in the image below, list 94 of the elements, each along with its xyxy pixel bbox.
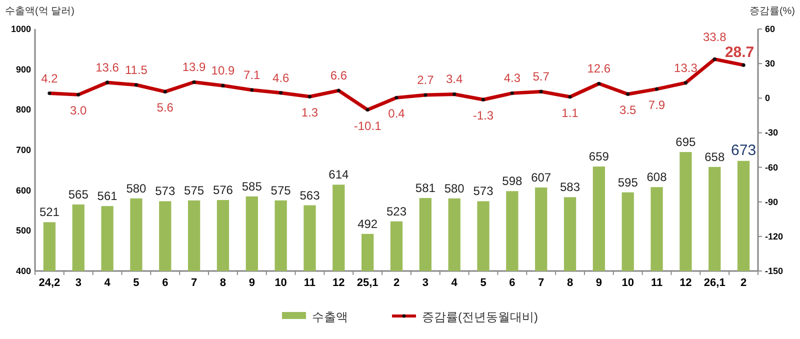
y2-axis-title: 증감률(%) [749, 6, 795, 17]
x-tick-label: 8 [220, 277, 226, 289]
y-axis-title: 수출액(억 달러) [5, 6, 74, 17]
data-label: 695 [676, 135, 696, 150]
data-label: -10.1 [354, 118, 382, 133]
data-label: 13.6 [96, 60, 120, 74]
y2-tick-label: -120 [765, 231, 784, 242]
data-label: 12.6 [587, 62, 611, 76]
x-tick-label: 26,1 [704, 277, 726, 289]
data-label: 607 [531, 170, 552, 185]
data-label: 0.4 [388, 106, 406, 121]
data-label: 561 [97, 189, 118, 204]
data-label: 7.1 [244, 68, 261, 82]
legend-label: 증감률(전년동월대비) [422, 310, 538, 324]
data-label: 4.6 [272, 70, 290, 85]
data-label: 521 [39, 205, 60, 220]
data-label: 565 [68, 187, 89, 202]
y-tick-label: 1000 [10, 24, 31, 34]
data-label: 583 [560, 180, 580, 194]
data-label: 581 [415, 180, 436, 195]
y-tick-label: 500 [16, 226, 31, 236]
x-tick-label: 6 [162, 277, 168, 289]
y2-tick-label: -60 [765, 162, 778, 172]
x-tick-label: 10 [622, 277, 634, 289]
data-label: 573 [155, 184, 176, 198]
data-label: 492 [358, 216, 378, 231]
data-label: 576 [212, 183, 234, 198]
data-label: 614 [328, 168, 349, 182]
data-label: 580 [444, 181, 465, 196]
data-label: 659 [588, 150, 610, 164]
data-label: 575 [184, 183, 204, 198]
x-tick-label: 25,1 [356, 277, 378, 289]
y-tick-label: 800 [16, 104, 31, 115]
x-tick-label: 5 [133, 277, 140, 289]
data-label: 1.1 [562, 106, 579, 120]
data-label: 6.6 [330, 68, 348, 83]
x-tick-label: 8 [566, 277, 574, 289]
x-tick-label: 4 [104, 277, 112, 289]
data-label: 585 [242, 179, 262, 194]
y-tick-label: 400 [16, 266, 31, 276]
y2-tick-label: -30 [765, 128, 778, 138]
x-tick-label: 12 [332, 277, 345, 289]
x-tick-label: 7 [538, 277, 544, 289]
y2-tick-label: 0 [765, 93, 770, 104]
data-label: 673 [731, 142, 756, 159]
data-label: 5.6 [156, 100, 174, 115]
data-label: 13.3 [674, 60, 698, 75]
data-label: 10.9 [211, 64, 235, 78]
data-label: 523 [386, 204, 407, 218]
x-tick-label: 2 [393, 277, 400, 289]
data-label: 33.8 [702, 30, 727, 44]
y-tick-label: 900 [16, 64, 31, 74]
data-label: 595 [618, 175, 638, 190]
data-label: 573 [473, 184, 494, 198]
data-label: 4.3 [504, 71, 521, 86]
data-label: 4.2 [41, 71, 58, 86]
x-tick-label: 12 [680, 277, 692, 289]
y-tick-label: 600 [16, 185, 31, 196]
data-label: 3.4 [446, 72, 464, 86]
data-label: 13.9 [182, 60, 206, 74]
data-label: -1.3 [472, 108, 494, 123]
x-tick-label: 11 [650, 277, 663, 289]
x-tick-label: 3 [75, 277, 82, 289]
data-label: 598 [502, 174, 523, 188]
legend-label: 수출액 [312, 310, 348, 324]
data-label: 1.3 [301, 106, 318, 120]
x-tick-label: 9 [248, 277, 255, 289]
x-tick-label: 2 [740, 277, 747, 289]
y2-tick-label: -150 [765, 266, 784, 276]
data-label: 11.5 [124, 62, 148, 77]
x-tick-label: 10 [274, 277, 287, 289]
y-tick-label: 700 [16, 145, 31, 155]
x-tick-label: 3 [422, 277, 428, 289]
data-label: 2.7 [417, 73, 434, 88]
data-label: 28.7 [724, 44, 754, 62]
x-tick-label: 11 [304, 277, 316, 289]
data-label: 7.9 [648, 98, 666, 112]
y2-tick-label: 60 [765, 24, 776, 34]
x-tick-label: 6 [509, 277, 516, 289]
data-label: 5.7 [532, 70, 550, 84]
x-tick-label: 24,2 [38, 277, 60, 289]
data-label: 3.5 [620, 103, 637, 118]
data-label: 563 [300, 188, 320, 202]
data-label: 658 [704, 150, 725, 164]
data-label: 608 [646, 170, 668, 184]
y2-tick-label: -90 [765, 196, 778, 207]
data-label: 580 [126, 181, 147, 196]
x-tick-label: 9 [596, 277, 602, 289]
data-label: 575 [270, 183, 292, 198]
x-tick-label: 4 [451, 277, 458, 289]
data-label: 3.0 [70, 104, 88, 118]
x-tick-label: 7 [190, 277, 198, 289]
x-tick-label: 5 [480, 277, 486, 289]
y2-tick-label: 30 [765, 58, 776, 69]
